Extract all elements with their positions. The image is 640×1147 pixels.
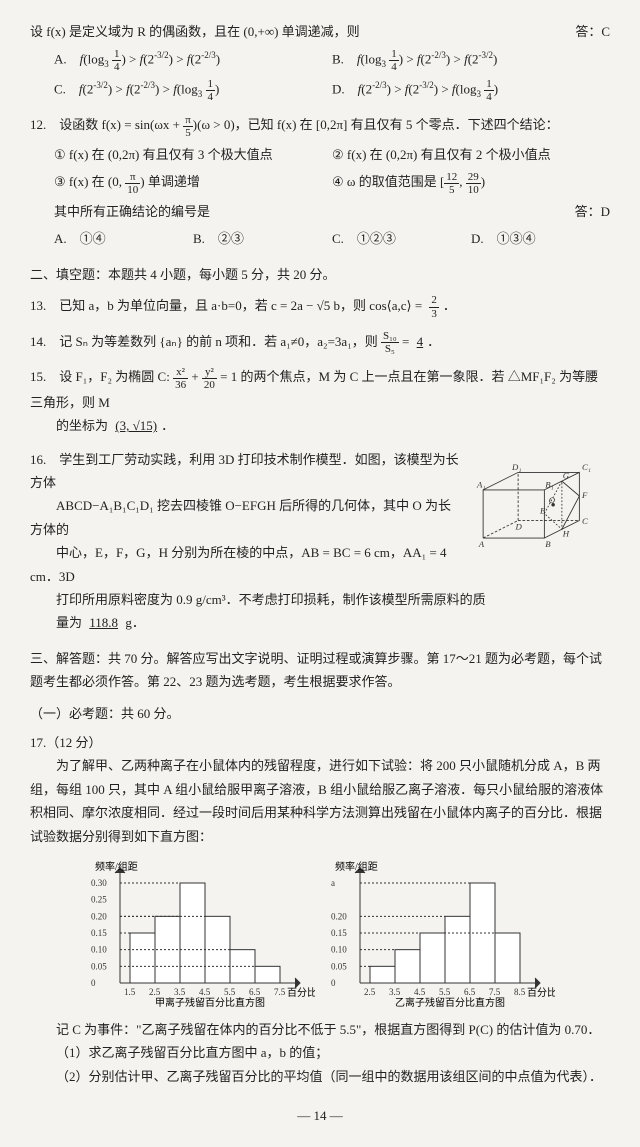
histograms: 0 0.05 0.10 0.15 0.20 0.25 0.30 1.5 2.5 3.5 4.5 5.… — [30, 858, 610, 1008]
svg-text:4.5: 4.5 — [199, 987, 211, 997]
q12-optA: A. ①④ — [54, 227, 193, 250]
q12-tail: 其中所有正确结论的编号是 — [54, 204, 210, 219]
svg-text:A₁: A₁ — [476, 479, 485, 489]
svg-text:5.5: 5.5 — [439, 987, 451, 997]
svg-text:G: G — [563, 470, 570, 480]
section-3-head: 三、解答题：共 70 分。解答应写出文字说明、证明过程或演算步骤。第 17～21… — [30, 647, 610, 694]
svg-text:2.5: 2.5 — [364, 987, 376, 997]
svg-text:4.5: 4.5 — [414, 987, 426, 997]
q12-c1: ① f(x) 在 (0,2π) 有且仅有 3 个极大值点 — [54, 143, 332, 166]
svg-text:5.5: 5.5 — [224, 987, 236, 997]
svg-text:0: 0 — [331, 978, 336, 988]
svg-text:0.30: 0.30 — [91, 878, 107, 888]
cuboid-figure: A B C D A₁ B₁ C₁ D₁ E G F H O — [470, 448, 610, 558]
page-number: — 14 — — [30, 1104, 610, 1127]
q11-optA: A. f(log3 14) > f(2-3/2) > f(2-2/3) — [54, 47, 332, 73]
question-17: 17.（12 分） 为了解甲、乙两种离子在小鼠体内的残留程度，进行如下试验：将 … — [30, 731, 610, 1088]
chart-yi: 0 0.05 0.10 0.15 0.20 a 2.5 3.5 4.5 5.5 6.5 7.5 8.5… — [325, 858, 555, 1008]
question-11: 设 f(x) 是定义域为 R 的偶函数，且在 (0,+∞) 单调递减，则 答：C… — [30, 20, 610, 103]
q11-optD: D. f(2-2/3) > f(2-3/2) > f(log3 14) — [332, 77, 610, 103]
svg-text:0.10: 0.10 — [331, 945, 347, 955]
svg-text:D: D — [515, 521, 523, 531]
q11-answer: 答：C — [575, 20, 610, 43]
q11-options: A. f(log3 14) > f(2-3/2) > f(2-2/3) B. f… — [30, 47, 610, 103]
svg-text:0.15: 0.15 — [91, 928, 107, 938]
svg-text:乙离子残留百分比直方图: 乙离子残留百分比直方图 — [395, 996, 505, 1008]
q17-head: 17.（12 分） — [30, 731, 610, 754]
svg-text:F: F — [581, 489, 588, 499]
svg-text:B: B — [545, 538, 551, 548]
svg-text:0.20: 0.20 — [91, 911, 107, 921]
svg-text:7.5: 7.5 — [274, 987, 286, 997]
question-16: AB CD A₁B₁ C₁D₁ EG FH O 16. 学生到工厂劳动实践，利用… — [30, 448, 610, 635]
svg-text:3.5: 3.5 — [174, 987, 186, 997]
subsection-1: （一）必考题：共 60 分。 — [30, 702, 610, 725]
svg-text:频率/组距: 频率/组距 — [95, 860, 138, 873]
q12-optD: D. ①③④ — [471, 227, 610, 250]
q11-optB: B. f(log3 14) > f(2-2/3) > f(2-3/2) — [332, 47, 610, 73]
question-14: 14. 记 Sₙ 为等差数列 {aₙ} 的前 n 项和．若 a₁≠0，a₂=3a… — [30, 330, 610, 356]
svg-text:频率/组距: 频率/组距 — [335, 860, 378, 873]
svg-text:7.5: 7.5 — [489, 987, 501, 997]
svg-text:0.10: 0.10 — [91, 945, 107, 955]
q12-stem-b: )(ω > 0)，已知 f(x) 在 [0,2π] 有且仅有 5 个零点．下述四… — [193, 117, 559, 132]
q17-p1: 为了解甲、乙两种离子在小鼠体内的残留程度，进行如下试验：将 200 只小鼠随机分… — [30, 754, 610, 848]
svg-text:8.5: 8.5 — [514, 987, 526, 997]
chart-jia: 0 0.05 0.10 0.15 0.20 0.25 0.30 1.5 2.5 3.5 4.5 5.… — [85, 858, 315, 1008]
svg-text:0.25: 0.25 — [91, 895, 107, 905]
svg-text:O: O — [549, 495, 556, 505]
q12-answer: 答：D — [575, 200, 610, 223]
question-13: 13. 已知 a，b 为单位向量，且 a·b=0，若 c = 2a − √5 b… — [30, 294, 610, 320]
svg-text:C₁: C₁ — [582, 461, 591, 471]
svg-text:0: 0 — [91, 978, 96, 988]
svg-text:百分比: 百分比 — [527, 987, 555, 999]
svg-text:E: E — [539, 505, 546, 515]
svg-text:a: a — [331, 878, 335, 888]
svg-text:0.20: 0.20 — [331, 911, 347, 921]
q17-p3: （1）求乙离子残留百分比直方图中 a，b 的值； — [30, 1041, 610, 1064]
q12-optC: C. ①②③ — [332, 227, 471, 250]
question-12: 12. 设函数 f(x) = sin(ωx + π5)(ω > 0)，已知 f(… — [30, 113, 610, 250]
svg-text:6.5: 6.5 — [249, 987, 261, 997]
svg-text:1.5: 1.5 — [124, 987, 136, 997]
q12-stem-a: 设函数 f(x) = sin(ωx + — [59, 117, 183, 132]
svg-text:H: H — [562, 528, 570, 538]
svg-text:0.15: 0.15 — [331, 928, 347, 938]
svg-text:B₁: B₁ — [545, 479, 553, 489]
svg-text:6.5: 6.5 — [464, 987, 476, 997]
question-15: 15. 设 F₁，F₂ 为椭圆 C: x²36 + y²20 = 1 的两个焦点… — [30, 365, 610, 437]
section-2-head: 二、填空题：本题共 4 小题，每小题 5 分，共 20 分。 — [30, 263, 610, 286]
svg-text:0.05: 0.05 — [331, 961, 347, 971]
svg-text:2.5: 2.5 — [149, 987, 161, 997]
svg-text:0.05: 0.05 — [91, 961, 107, 971]
svg-text:D₁: D₁ — [511, 461, 521, 471]
q11-stem: 设 f(x) 是定义域为 R 的偶函数，且在 (0,+∞) 单调递减，则 — [30, 24, 360, 39]
q12-c2: ② f(x) 在 (0,2π) 有且仅有 2 个极小值点 — [332, 143, 610, 166]
svg-text:百分比: 百分比 — [287, 987, 315, 999]
svg-text:甲离子残留百分比直方图: 甲离子残留百分比直方图 — [155, 996, 265, 1008]
q17-p2: 记 C 为事件："乙离子残留在体内的百分比不低于 5.5"，根据直方图得到 P(… — [30, 1018, 610, 1041]
q12-c3: ③ f(x) 在 (0, π10) 单调递增 — [54, 170, 332, 196]
q11-optC: C. f(2-3/2) > f(2-2/3) > f(log3 14) — [54, 77, 332, 103]
q12-c4: ④ ω 的取值范围是 [125, 2910) — [332, 170, 610, 196]
q12-optB: B. ②③ — [193, 227, 332, 250]
svg-text:A: A — [478, 538, 485, 548]
svg-text:C: C — [582, 516, 588, 526]
svg-text:3.5: 3.5 — [389, 987, 401, 997]
q17-p4: （2）分别估计甲、乙离子残留百分比的平均值（同一组中的数据用该组区间的中点值为代… — [30, 1065, 610, 1088]
